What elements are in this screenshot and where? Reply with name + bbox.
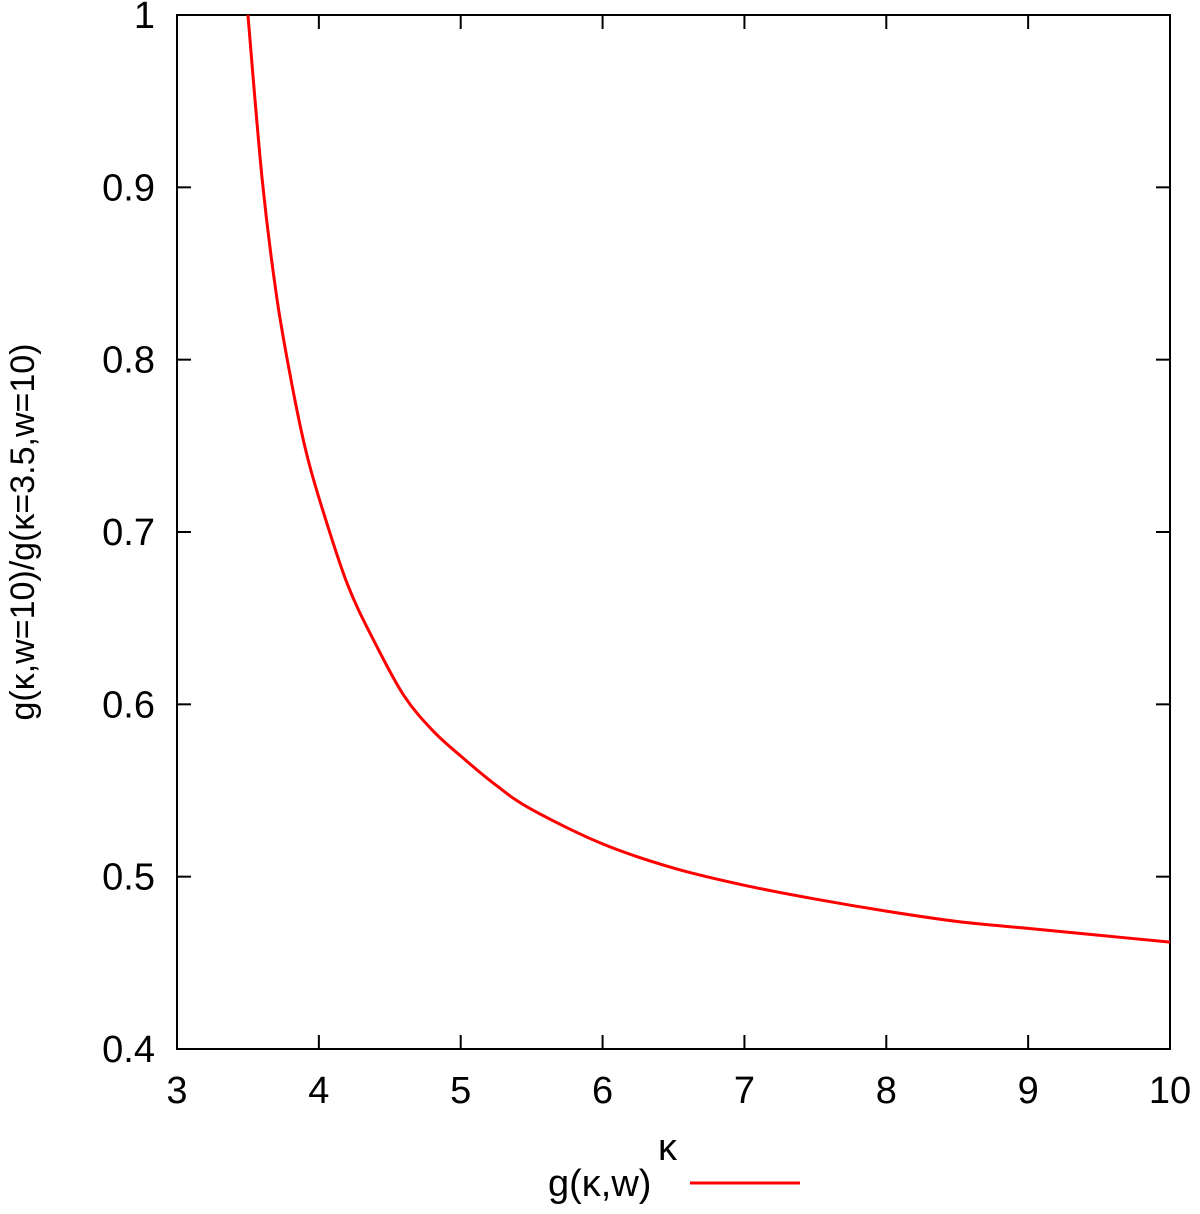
x-tick-label: 8 <box>876 1070 897 1112</box>
y-tick-label: 0.4 <box>102 1029 155 1071</box>
y-tick-label: 0.9 <box>102 167 155 209</box>
legend-label: g(κ,w) <box>548 1163 651 1205</box>
x-tick-labels: 3 4 5 6 7 8 9 10 <box>166 1070 1191 1112</box>
y-tick-label: 1 <box>134 0 155 37</box>
series-group <box>246 14 1171 944</box>
x-tick-label: 7 <box>734 1070 755 1112</box>
y-tick-label: 0.6 <box>102 684 155 726</box>
y-tick-label: 0.8 <box>102 340 155 382</box>
series-line <box>246 14 1171 944</box>
x-tick-label: 10 <box>1149 1070 1191 1112</box>
y-tick-labels: 0.4 0.5 0.6 0.7 0.8 0.9 1 <box>102 0 155 1071</box>
y-axis-title: g(κ,w=10)/g(κ=3.5,w=10) <box>4 343 42 720</box>
x-tick-label: 5 <box>450 1070 471 1112</box>
x-axis-title: κ <box>658 1127 678 1169</box>
y-tick-label: 0.7 <box>102 512 155 554</box>
x-tick-label: 6 <box>592 1070 613 1112</box>
axis-ticks <box>176 14 1171 1050</box>
x-tick-label: 4 <box>308 1070 329 1112</box>
x-tick-label: 3 <box>166 1070 187 1112</box>
plot-frame <box>176 14 1171 1050</box>
x-tick-label: 9 <box>1018 1070 1039 1112</box>
legend: g(κ,w) <box>548 1163 800 1205</box>
y-tick-label: 0.5 <box>102 857 155 899</box>
